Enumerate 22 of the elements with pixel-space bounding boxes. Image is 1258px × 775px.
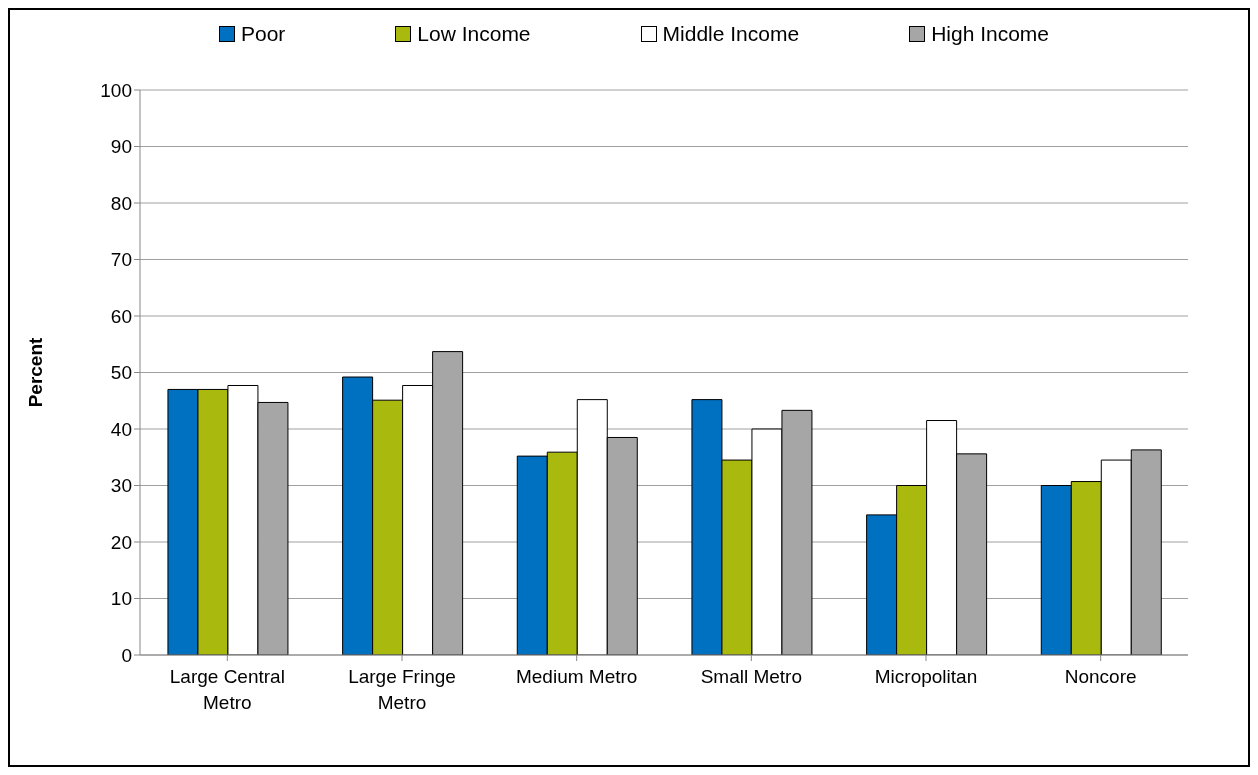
y-tick-label: 60: [110, 305, 132, 327]
x-tick-label: Medium Metro: [515, 666, 638, 687]
legend-label: Middle Income: [662, 22, 800, 46]
y-tick-label: 40: [110, 418, 132, 440]
y-tick-label: 20: [110, 531, 132, 553]
legend-label: Poor: [240, 22, 286, 46]
y-tick-label: 0: [121, 644, 132, 666]
y-tick-label: 50: [110, 362, 132, 384]
y-tick-label: 30: [110, 475, 132, 497]
x-tick-label: Noncore: [1064, 666, 1137, 687]
x-tick-label: Small Metro: [700, 666, 803, 687]
legend-label: High Income: [931, 22, 1050, 46]
y-tick-label: 100: [100, 79, 132, 101]
x-tick-label: Large Fringe Metro: [348, 666, 456, 713]
legend-label: Low Income: [417, 22, 531, 46]
x-tick-label: Large Central Metro: [169, 666, 285, 713]
y-tick-label: 70: [110, 249, 132, 271]
y-tick-label: 10: [110, 588, 132, 610]
y-tick-label: 90: [110, 136, 132, 158]
y-tick-label: 80: [110, 192, 132, 214]
x-tick-label: Micropolitan: [874, 666, 978, 687]
y-axis-title: Percent: [24, 336, 46, 408]
